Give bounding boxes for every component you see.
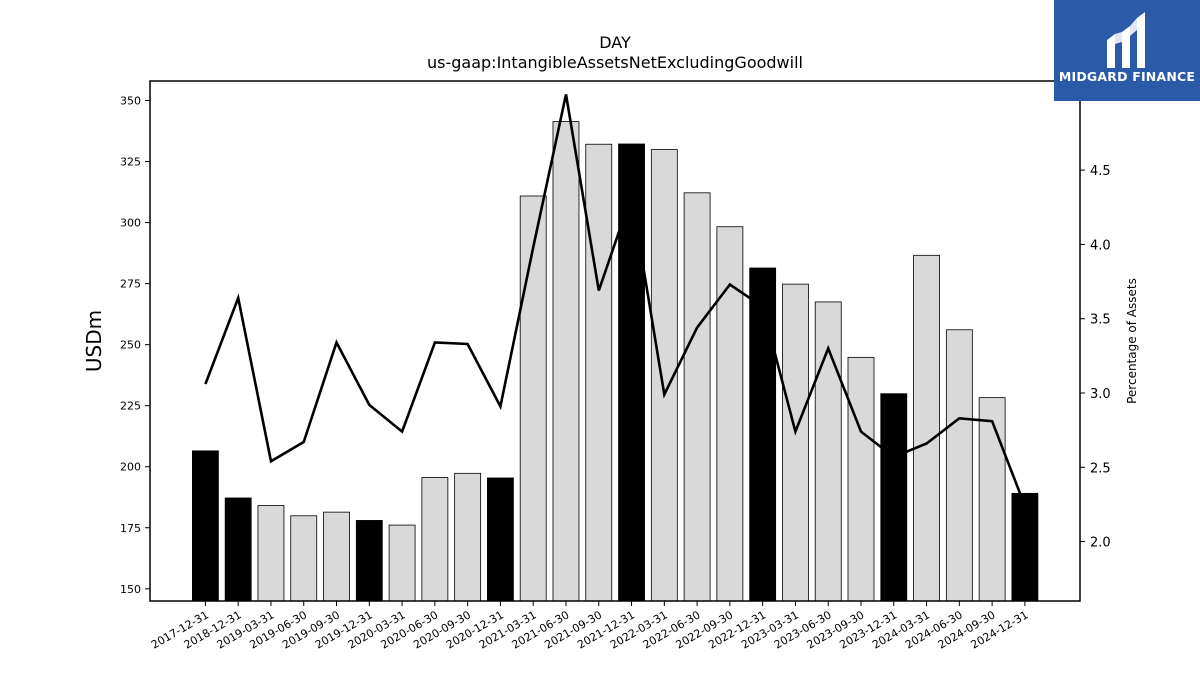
- bar: [683, 192, 711, 602]
- y2-tick-label: 2.5: [1090, 461, 1111, 476]
- bar: [421, 477, 449, 602]
- bar: [552, 121, 580, 602]
- bar: [388, 524, 416, 602]
- y-tick-label: 225: [120, 400, 141, 413]
- bar: [749, 267, 777, 602]
- bar: [880, 393, 908, 602]
- bar: [847, 356, 875, 602]
- bar: [454, 472, 482, 602]
- y2-axis-label: Percentage of Assets: [1125, 278, 1139, 404]
- logo-text: MIDGARD FINANCE: [1058, 69, 1196, 84]
- y2-tick-label: 3.0: [1090, 387, 1111, 402]
- plot-frame: [149, 80, 1081, 602]
- bar: [191, 450, 219, 602]
- y-tick-label: 150: [120, 583, 141, 596]
- y-tick-label: 350: [120, 95, 141, 108]
- y-tick-label: 175: [120, 522, 141, 535]
- bar: [519, 195, 547, 602]
- y-tick-label: 275: [120, 278, 141, 291]
- bar: [323, 511, 350, 602]
- brand-logo: MIDGARD FINANCE: [1054, 0, 1200, 101]
- y-tick-label: 325: [120, 156, 141, 169]
- bar: [618, 143, 645, 602]
- bar: [913, 254, 940, 602]
- chart-title: DAY: [599, 33, 631, 52]
- bar: [585, 143, 613, 602]
- percentage-line: [204, 94, 1027, 507]
- bar: [1011, 492, 1039, 602]
- bar: [290, 515, 318, 602]
- logo-mark-icon: [1107, 12, 1145, 68]
- y-tick-label: 250: [120, 339, 141, 352]
- bar: [978, 397, 1006, 602]
- chart-subtitle: us-gaap:IntangibleAssetsNetExcludingGood…: [427, 53, 803, 72]
- bar: [716, 226, 744, 602]
- y-tick-label: 200: [120, 461, 141, 474]
- bar: [355, 520, 383, 602]
- y2-tick-label: 2.0: [1090, 536, 1111, 551]
- y2-tick-label: 4.0: [1090, 238, 1111, 253]
- bar: [782, 283, 809, 602]
- y-axis-label: USDm: [82, 310, 106, 372]
- bar: [487, 477, 514, 602]
- y-tick-label: 300: [120, 217, 141, 230]
- bar: [945, 329, 973, 602]
- y2-tick-label: 3.5: [1090, 313, 1111, 328]
- bar: [257, 505, 285, 602]
- y2-tick-label: 4.5: [1090, 164, 1111, 179]
- bar: [224, 497, 252, 602]
